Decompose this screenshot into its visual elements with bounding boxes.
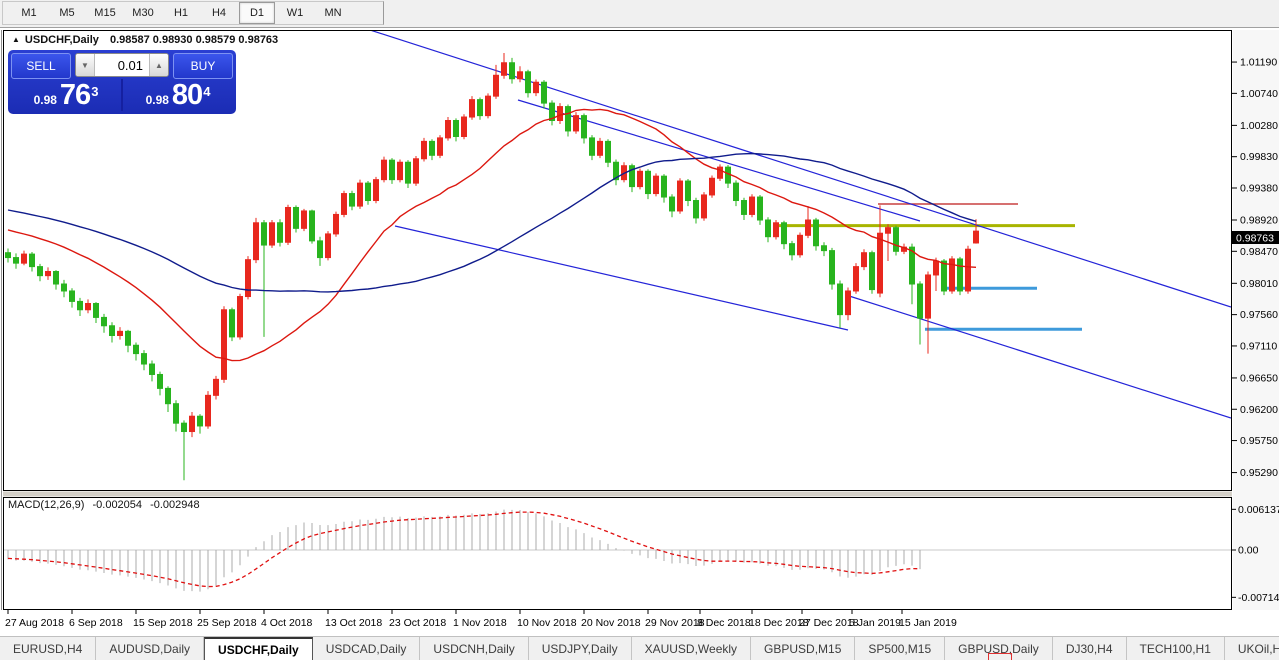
- date-axis-label[interactable]: 23 Oct 2018: [389, 617, 446, 629]
- chart-tab-audusd[interactable]: AUDUSD,Daily: [96, 637, 205, 660]
- timeframe-button-m1[interactable]: M1: [21, 7, 37, 19]
- timeframe-button-h4[interactable]: H4: [211, 7, 227, 19]
- ma-slow[interactable]: [7, 152, 977, 293]
- chart-tab-gbpusd[interactable]: GBPUSD,M15: [751, 637, 856, 660]
- macd-signal-line: [7, 511, 921, 588]
- date-axis-label[interactable]: 10 Nov 2018: [517, 617, 577, 629]
- date-axis-label[interactable]: 29 Nov 2018: [645, 617, 705, 629]
- timeframe-button-m15[interactable]: M15: [94, 7, 116, 19]
- buy-button[interactable]: BUY: [173, 53, 233, 79]
- one-click-trade-panel: SELL ▼ 0.01 ▲ BUY 0.98 76 3 0.98 80: [8, 50, 236, 114]
- chart-tab-usdjpy[interactable]: USDJPY,Daily: [529, 637, 632, 660]
- candles-layer: [5, 53, 979, 481]
- date-axis-label[interactable]: 4 Oct 2018: [261, 617, 313, 629]
- date-axis-label[interactable]: 20 Nov 2018: [581, 617, 641, 629]
- pane-splitter[interactable]: [3, 491, 1232, 497]
- macd-axis-label: 0.00: [1238, 545, 1259, 557]
- macd-pane[interactable]: [3, 497, 1232, 610]
- price-axis-label: 0.96200: [1240, 404, 1278, 416]
- chart-tab-usdchf[interactable]: USDCHF,Daily: [204, 637, 313, 660]
- date-axis-label[interactable]: 18 Dec 2018: [749, 617, 809, 629]
- timeframe-button-h1[interactable]: H1: [173, 7, 189, 19]
- price-axis-label: 0.98920: [1240, 215, 1278, 227]
- buy-price-prefix: 0.98: [145, 93, 169, 107]
- chart-title: ▲ USDCHF,Daily 0.98587 0.98930 0.98579 0.…: [12, 34, 278, 46]
- sell-price-big: 76: [59, 79, 91, 111]
- sell-price-prefix: 0.98: [33, 93, 57, 107]
- price-axis-label: 0.96650: [1240, 372, 1278, 384]
- price-axis[interactable]: [1233, 30, 1279, 610]
- chart-area[interactable]: 1.01190 1.00740 1.00280 0.99830 0.99380 0.989…: [0, 28, 1279, 636]
- collapse-triangle-icon[interactable]: ▲: [12, 35, 20, 44]
- date-axis-label[interactable]: 6 Sep 2018: [69, 617, 123, 629]
- chart-canvas[interactable]: 1.01190 1.00740 1.00280 0.99830 0.99380 0.989…: [0, 28, 1279, 636]
- chart-tabs-bar: EURUSD,H4 AUDUSD,Daily USDCHF,Daily USDCAD,…: [0, 636, 1279, 660]
- price-divider: [121, 79, 123, 111]
- lower-trendline[interactable]: [394, 225, 849, 331]
- channel-lower-line[interactable]: [845, 294, 1231, 419]
- timeframe-button-mn[interactable]: MN: [324, 7, 342, 19]
- date-axis-label[interactable]: 25 Sep 2018: [197, 617, 257, 629]
- macd-layer: [4, 509, 1231, 592]
- price-axis-label: 0.95290: [1240, 467, 1278, 479]
- price-axis-label: 1.00740: [1240, 88, 1278, 100]
- macd-indicator-label: MACD(12,26,9) -0.002054 -0.002948: [8, 499, 200, 511]
- volume-increase-button[interactable]: ▲: [149, 54, 168, 76]
- price-axis-label: 0.99830: [1240, 151, 1278, 163]
- chart-tab-dj30[interactable]: DJ30,H4: [1053, 637, 1127, 660]
- current-price-box: [1232, 231, 1279, 244]
- date-axis-label[interactable]: 27 Dec 2018: [799, 617, 859, 629]
- price-axis-label: 1.01190: [1240, 57, 1277, 69]
- date-axis-label[interactable]: 27 Aug 2018: [5, 617, 64, 629]
- timeframe-toolbar: M1 M5 M15 M30 H1 H4 D1 W1 MN: [0, 0, 1279, 28]
- macd-signal-value: -0.002948: [150, 499, 200, 511]
- date-axis-label[interactable]: 13 Oct 2018: [325, 617, 382, 629]
- timeframe-button-w1[interactable]: W1: [286, 7, 304, 19]
- price-axis-label: 0.97110: [1240, 340, 1277, 352]
- ohlc-values: 0.98587 0.98930 0.98579 0.98763: [109, 34, 279, 46]
- price-axis-label: 0.95750: [1240, 435, 1278, 447]
- chart-tab-eurusd[interactable]: EURUSD,H4: [0, 637, 97, 660]
- sell-price[interactable]: 0.98 76 3: [11, 79, 121, 111]
- buy-price-big: 80: [171, 79, 203, 111]
- macd-axis-label: 0.006137: [1238, 504, 1279, 516]
- chart-tab-sp500[interactable]: SP500,M15: [855, 637, 946, 660]
- chart-tab-tech100[interactable]: TECH100,H1: [1127, 637, 1225, 660]
- timeframe-button-group: M1 M5 M15 M30 H1 H4 D1 W1 MN: [2, 1, 384, 25]
- timeframe-button-m5[interactable]: M5: [59, 7, 75, 19]
- ma-fast[interactable]: [7, 108, 977, 362]
- macd-main-value: -0.002054: [92, 499, 143, 511]
- macd-name: MACD(12,26,9): [8, 499, 85, 511]
- volume-input[interactable]: 0.01: [117, 57, 143, 73]
- date-axis-label[interactable]: 8 Dec 2018: [697, 617, 751, 629]
- buy-price[interactable]: 0.98 80 4: [123, 79, 233, 111]
- price-axis-label: 0.98010: [1240, 278, 1278, 290]
- current-price-value: 0.98763: [1236, 233, 1274, 245]
- volume-decrease-button[interactable]: ▼: [76, 54, 95, 76]
- price-axis-label: 0.99380: [1240, 182, 1278, 194]
- date-axis-label[interactable]: 15 Jan 2019: [899, 617, 957, 629]
- volume-box: ▼ 0.01 ▲: [75, 53, 169, 77]
- date-axis-label[interactable]: 15 Sep 2018: [133, 617, 193, 629]
- chart-tab-usdcad[interactable]: USDCAD,Daily: [313, 637, 421, 660]
- price-axis-label: 0.97560: [1240, 309, 1278, 321]
- price-axis-label: 0.98470: [1240, 246, 1278, 258]
- buy-price-pip: 4: [203, 84, 211, 99]
- chart-tab-gbpusd[interactable]: GBPUSD,Daily: [945, 637, 1053, 660]
- price-chart-layer: [5, 31, 1231, 481]
- date-axis-label[interactable]: 5 Jan 2019: [849, 617, 901, 629]
- timeframe-button-m30[interactable]: M30: [132, 7, 154, 19]
- chart-tab-usdcnh[interactable]: USDCNH,Daily: [420, 637, 529, 660]
- price-axis-label: 1.00280: [1240, 120, 1278, 132]
- date-axis-label[interactable]: 1 Nov 2018: [453, 617, 507, 629]
- symbol-period-label: USDCHF,Daily: [24, 34, 99, 46]
- sell-button[interactable]: SELL: [11, 53, 71, 79]
- timeframe-button-d1[interactable]: D1: [239, 2, 275, 24]
- highlight-marker: [988, 653, 1012, 660]
- chart-tab-xauusd[interactable]: XAUUSD,Weekly: [632, 637, 752, 660]
- sell-price-pip: 3: [91, 84, 99, 99]
- chart-tab-ukoil[interactable]: UKOil,H1: [1225, 637, 1279, 660]
